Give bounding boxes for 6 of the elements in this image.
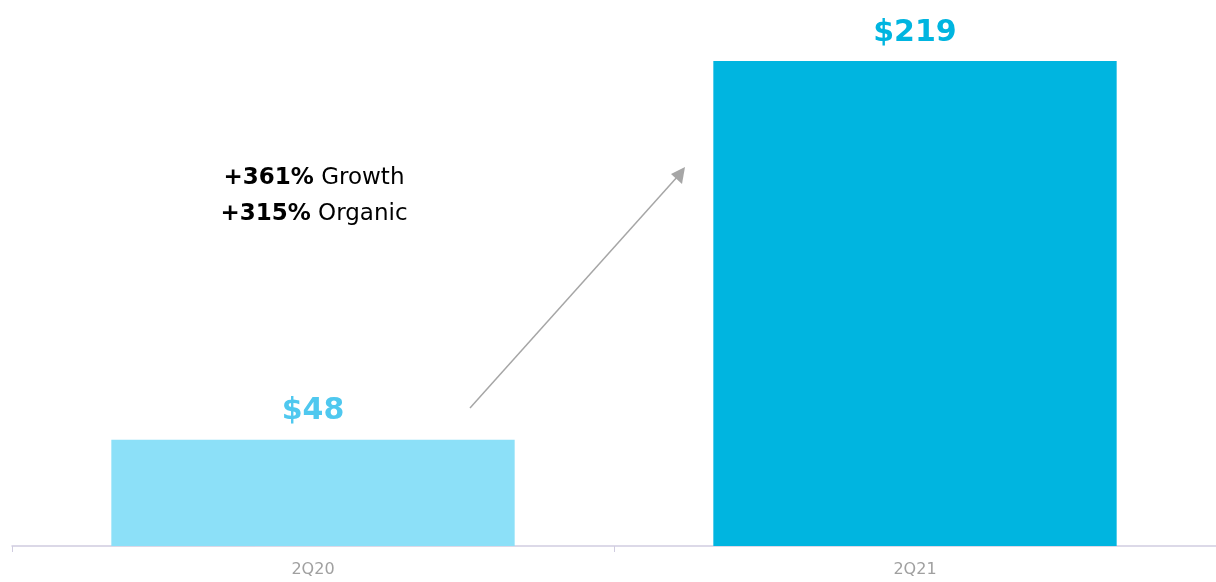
data-label: $219 (873, 12, 957, 48)
x-tick-label: 2Q21 (893, 558, 937, 578)
annotation: +361% Growth (223, 162, 405, 189)
x-tick-label: 2Q20 (291, 558, 335, 578)
data-label: $48 (281, 391, 345, 427)
annotation: +315% Organic (220, 198, 408, 225)
